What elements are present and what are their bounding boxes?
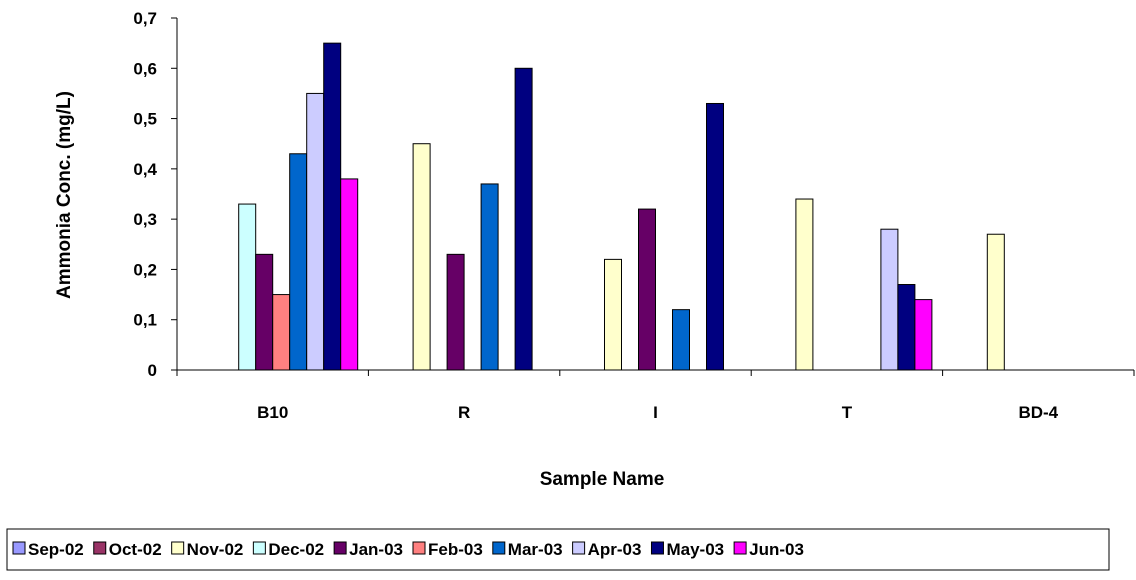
legend: Sep-02 Oct-02 Nov-02 Dec-02 Jan-03 Feb-03 Mar-… (6, 528, 1110, 571)
bar-mar-03-b10 (289, 153, 308, 371)
legend-label: Jun-03 (749, 540, 804, 559)
bar-jan-03-b10 (255, 253, 274, 371)
bar-may-03-b10 (323, 42, 342, 371)
y-ticks-layer: 0 0,1 0,2 0,3 0,4 0,5 0,6 0,7 (133, 9, 177, 380)
x-tick-label: T (842, 403, 853, 422)
bar-apr-03-b10 (306, 92, 325, 371)
legend-swatch (492, 541, 506, 555)
bar-feb-03-b10 (272, 294, 291, 371)
x-axis-title: Sample Name (540, 469, 665, 490)
y-axis-title: Ammonia Conc. (mg/L) (54, 91, 75, 299)
x-tick-label: B10 (257, 403, 288, 422)
legend-swatch (572, 541, 586, 555)
x-ticks-layer: B10 R I T BD-4 (176, 370, 1135, 422)
bar-jun-03-t (914, 299, 933, 371)
bar-dec-02-b10 (238, 203, 257, 371)
legend-label: Mar-03 (508, 540, 563, 559)
y-tick-label: 0,4 (133, 160, 157, 179)
bar-apr-03-t (880, 228, 899, 371)
bar-may-03-t (897, 284, 916, 371)
legend-swatch (650, 541, 664, 555)
legend-label: May-03 (666, 540, 724, 559)
y-tick-label: 0,1 (133, 311, 157, 330)
bar-may-03-r (514, 67, 533, 371)
legend-label: Apr-03 (588, 540, 642, 559)
legend-label: Sep-02 (28, 540, 84, 559)
bars-layer (238, 42, 1005, 371)
legend-swatch (93, 541, 107, 555)
y-tick-label: 0,7 (133, 9, 157, 28)
bar-jun-03-b10 (340, 178, 359, 371)
y-tick-label: 0,2 (133, 260, 157, 279)
bar-jan-03-i (638, 208, 656, 371)
legend-swatch (412, 541, 426, 555)
legend-swatch (171, 541, 185, 555)
y-tick-label: 0,3 (133, 210, 157, 229)
bar-mar-03-i (672, 309, 690, 371)
legend-swatch (12, 541, 26, 555)
legend-label: Oct-02 (109, 540, 162, 559)
y-tick-label: 0,5 (133, 110, 157, 129)
bar-nov-02-bd-4 (986, 233, 1005, 371)
x-tick-label: I (653, 403, 658, 422)
bar-nov-02-t (795, 198, 814, 371)
legend-label: Jan-03 (349, 540, 403, 559)
bar-mar-03-r (480, 183, 499, 371)
bar-nov-02-i (604, 258, 622, 371)
legend-swatch (252, 541, 266, 555)
y-tick-label: 0,6 (133, 59, 157, 78)
legend-label: Dec-02 (268, 540, 324, 559)
legend-label: Feb-03 (428, 540, 483, 559)
x-tick-label: BD-4 (1018, 403, 1058, 422)
legend-items: Sep-02 Oct-02 Nov-02 Dec-02 Jan-03 Feb-03 Mar-… (12, 540, 804, 559)
bar-nov-02-r (412, 143, 431, 371)
y-tick-label: 0 (148, 361, 157, 380)
bar-jan-03-r (446, 253, 465, 371)
legend-box (6, 528, 1110, 571)
legend-label: Nov-02 (187, 540, 244, 559)
bar-may-03-i (706, 102, 724, 371)
x-tick-label: R (458, 403, 470, 422)
legend-swatch (733, 541, 747, 555)
legend-swatch (333, 541, 347, 555)
